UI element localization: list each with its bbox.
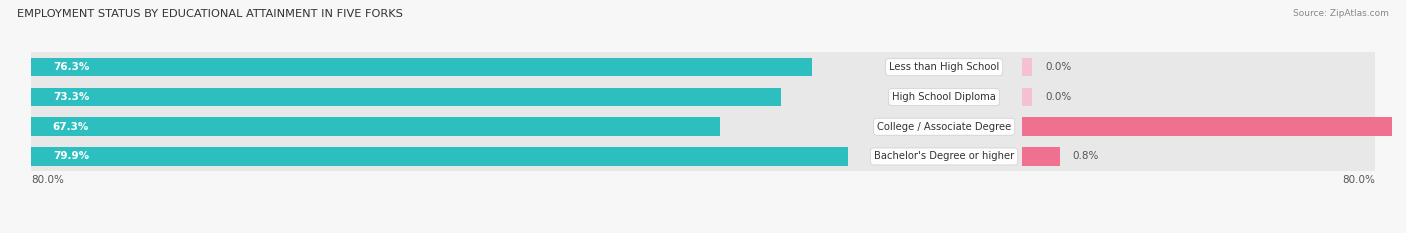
Text: Less than High School: Less than High School — [889, 62, 1000, 72]
Bar — [1022, 58, 1032, 76]
Text: 76.3%: 76.3% — [53, 62, 89, 72]
Text: 80.0%: 80.0% — [1341, 175, 1375, 185]
Bar — [31, 112, 1375, 141]
Bar — [31, 58, 811, 76]
Bar — [31, 82, 1375, 111]
Text: College / Associate Degree: College / Associate Degree — [877, 122, 1011, 132]
Text: 0.0%: 0.0% — [1045, 62, 1071, 72]
Text: EMPLOYMENT STATUS BY EDUCATIONAL ATTAINMENT IN FIVE FORKS: EMPLOYMENT STATUS BY EDUCATIONAL ATTAINM… — [17, 9, 402, 19]
Text: 80.0%: 80.0% — [31, 175, 65, 185]
Bar — [31, 112, 1375, 142]
Bar — [1022, 147, 1060, 166]
Bar — [31, 117, 720, 136]
Text: 79.9%: 79.9% — [53, 151, 89, 161]
Bar — [31, 147, 848, 166]
Bar — [31, 52, 1375, 82]
Text: High School Diploma: High School Diploma — [893, 92, 995, 102]
Bar — [1022, 117, 1406, 136]
Text: 0.8%: 0.8% — [1073, 151, 1099, 161]
Text: 67.3%: 67.3% — [53, 122, 89, 132]
Text: 0.0%: 0.0% — [1045, 92, 1071, 102]
Text: Bachelor's Degree or higher: Bachelor's Degree or higher — [875, 151, 1014, 161]
Text: Source: ZipAtlas.com: Source: ZipAtlas.com — [1294, 9, 1389, 18]
Bar — [31, 88, 780, 106]
Bar — [31, 82, 1375, 112]
Bar — [1022, 88, 1032, 106]
Bar — [31, 142, 1375, 171]
Bar — [31, 53, 1375, 82]
Bar — [31, 142, 1375, 171]
Legend: In Labor Force, Unemployed: In Labor Force, Unemployed — [609, 231, 797, 233]
Text: 73.3%: 73.3% — [53, 92, 89, 102]
